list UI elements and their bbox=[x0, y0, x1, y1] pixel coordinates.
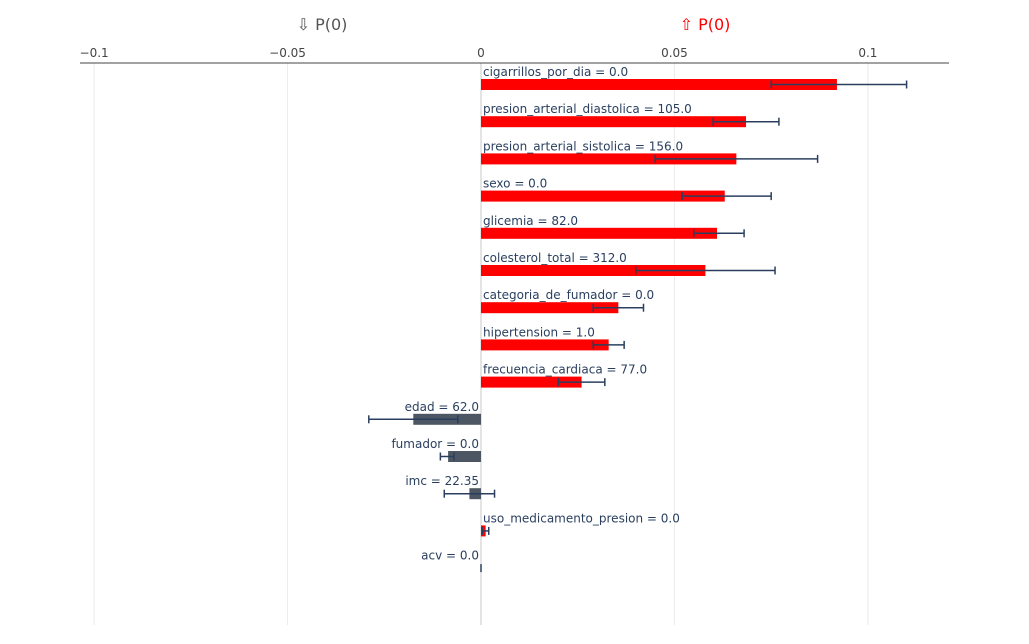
bar-group: fumador = 0.0 bbox=[391, 437, 481, 462]
bar bbox=[481, 190, 725, 202]
x-tick-label: −0.05 bbox=[269, 46, 306, 60]
bar-group: presion_arterial_sistolica = 156.0 bbox=[481, 139, 819, 165]
bar-label: edad = 62.0 bbox=[405, 400, 479, 414]
bar-label: glicemia = 82.0 bbox=[483, 214, 578, 228]
negative-direction-label: ⇩ P(0) bbox=[297, 15, 348, 34]
bar-label: categoria_de_fumador = 0.0 bbox=[483, 288, 654, 302]
positive-direction-label: ⇧ P(0) bbox=[680, 15, 731, 34]
bar bbox=[481, 265, 706, 276]
bar-group: presion_arterial_diastolica = 105.0 bbox=[481, 102, 780, 128]
bar-group: sexo = 0.0 bbox=[481, 177, 772, 202]
bar bbox=[481, 116, 747, 128]
bar bbox=[448, 451, 481, 462]
bar-label: hipertension = 1.0 bbox=[483, 325, 595, 339]
bar-group: hipertension = 1.0 bbox=[481, 325, 625, 351]
bar-label: acv = 0.0 bbox=[421, 549, 479, 563]
bar bbox=[481, 79, 837, 90]
bar bbox=[481, 302, 619, 314]
bar-group: acv = 0.0 bbox=[421, 549, 482, 573]
bar-group: colesterol_total = 312.0 bbox=[481, 251, 776, 276]
x-axis-ticks: −0.1 −0.05 0 0.05 0.1 bbox=[80, 46, 878, 60]
bar-group: categoria_de_fumador = 0.0 bbox=[481, 288, 654, 314]
bar bbox=[481, 339, 609, 351]
x-tick-label: 0 bbox=[477, 46, 485, 60]
bar-label: colesterol_total = 312.0 bbox=[483, 251, 627, 265]
bar-group: edad = 62.0 bbox=[368, 400, 481, 425]
bar bbox=[481, 153, 737, 165]
bars: cigarrillos_por_dia = 0.0 presion_arteria… bbox=[368, 65, 908, 573]
bar-group: uso_medicamento_presion = 0.0 bbox=[481, 511, 680, 537]
bar-group: imc = 22.35 bbox=[405, 474, 496, 500]
x-tick-label: 0.05 bbox=[661, 46, 688, 60]
bar bbox=[481, 227, 718, 239]
bar-group: frecuencia_cardiaca = 77.0 bbox=[481, 363, 647, 388]
x-tick-label: −0.1 bbox=[80, 46, 109, 60]
bar-label: sexo = 0.0 bbox=[483, 177, 547, 191]
bar-label: presion_arterial_sistolica = 156.0 bbox=[483, 139, 683, 153]
bar-group: glicemia = 82.0 bbox=[481, 214, 745, 239]
bar-label: imc = 22.35 bbox=[405, 474, 479, 488]
bar bbox=[481, 376, 582, 388]
bar-group: cigarrillos_por_dia = 0.0 bbox=[481, 65, 908, 90]
bar-label: uso_medicamento_presion = 0.0 bbox=[483, 511, 680, 525]
x-tick-label: 0.1 bbox=[858, 46, 877, 60]
bar-label: cigarrillos_por_dia = 0.0 bbox=[483, 65, 628, 79]
bar-label: presion_arterial_diastolica = 105.0 bbox=[483, 102, 692, 116]
bar-label: fumador = 0.0 bbox=[391, 437, 479, 451]
bar-label: frecuencia_cardiaca = 77.0 bbox=[483, 363, 647, 377]
